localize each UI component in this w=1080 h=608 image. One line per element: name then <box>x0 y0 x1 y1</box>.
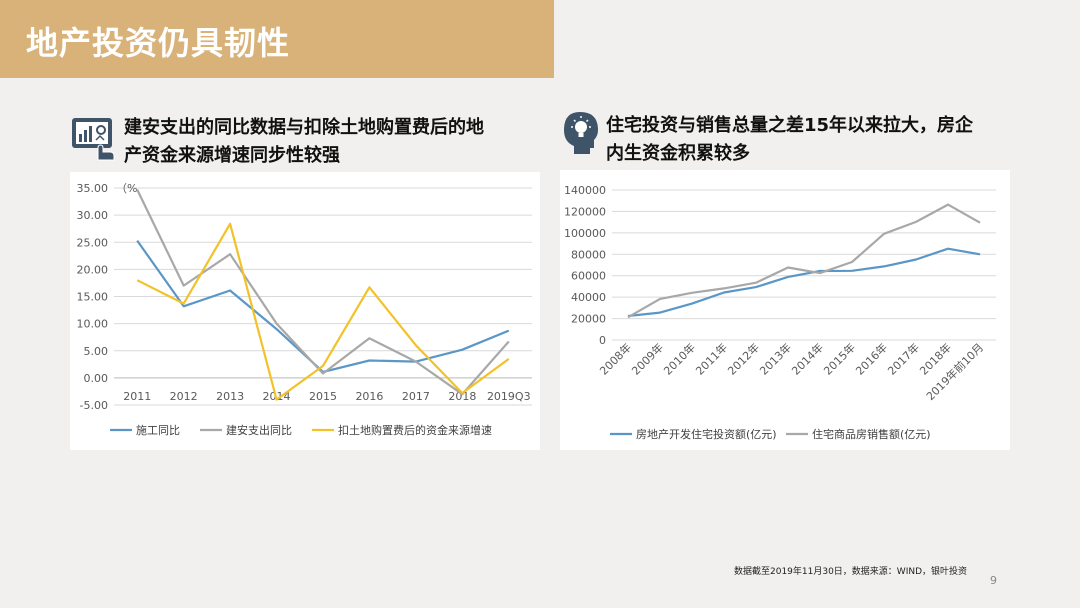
series-line-1 <box>627 247 981 318</box>
y-tick-label: 10.00 <box>77 318 109 331</box>
x-tick-label: 2012年 <box>725 340 762 377</box>
legend-label-1: 房地产开发住宅投资额(亿元) <box>636 427 777 441</box>
data-source-footnote: 数据截至2019年11月30日，数据来源：WIND，银叶投资 <box>734 567 968 577</box>
x-tick-label: 2017 <box>402 390 430 403</box>
slide-title: 地产投资仍具韧性 <box>26 24 291 62</box>
left-heading-line2: 产资金来源增速同步性较强 <box>124 145 340 166</box>
y-tick-label: 80000 <box>571 248 606 261</box>
x-tick-label: 2012 <box>170 390 198 403</box>
dashboard-touch-icon <box>72 118 115 161</box>
series-line-2 <box>136 189 510 396</box>
y-tick-label: 100000 <box>564 227 606 240</box>
construction-growth-chart: 35.00 30.00 25.00 20.00 15.00 10.00 5.00 0.00 -5… <box>77 182 532 437</box>
title-bar: 地产投资仍具韧性 <box>0 0 554 78</box>
y-tick-label: 35.00 <box>77 182 109 195</box>
x-tick-label: 2009年 <box>629 340 666 377</box>
y-tick-label: 30.00 <box>77 209 109 222</box>
legend-label-3: 扣土地购置费后的资金来源增速 <box>338 423 492 437</box>
series-line-1 <box>136 239 510 373</box>
right-heading-line1: 住宅投资与销售总量之差15年以来拉大，房企 <box>606 115 974 136</box>
legend-label-2: 住宅商品房销售额(亿元) <box>812 427 931 441</box>
y-tick-label: 20.00 <box>77 263 109 276</box>
legend-label-2: 建安支出同比 <box>226 423 292 437</box>
left-chart-panel: 35.00 30.00 25.00 20.00 15.00 10.00 5.00 0.00 -5… <box>70 172 540 450</box>
page-number: 9 <box>990 574 997 587</box>
y-tick-label: 140000 <box>564 184 606 197</box>
x-tick-label: 2015 <box>309 390 337 403</box>
right-section-heading: 住宅投资与销售总量之差15年以来拉大，房企 内生资金积累较多 <box>606 112 1046 168</box>
x-tick-label: 2014年 <box>789 340 826 377</box>
y-tick-label: 5.00 <box>84 345 109 358</box>
right-chart-panel: 140000 120000 100000 80000 60000 40000 20000 0 2… <box>560 170 1010 450</box>
x-tick-label: 2011 <box>123 390 151 403</box>
housing-investment-sales-chart: 140000 120000 100000 80000 60000 40000 20000 0 2… <box>564 184 996 441</box>
series-line-2 <box>627 203 981 319</box>
y-tick-label: 60000 <box>571 270 606 283</box>
x-tick-label: 2013 <box>216 390 244 403</box>
left-heading-line1: 建安支出的同比数据与扣除土地购置费后的地 <box>124 117 484 138</box>
right-heading-line2: 内生资金积累较多 <box>606 143 750 164</box>
legend-label-1: 施工同比 <box>136 424 180 437</box>
y-tick-label: 0.00 <box>84 372 109 385</box>
x-tick-label: 2019Q3 <box>487 390 531 403</box>
x-tick-label: 2016 <box>355 390 383 403</box>
x-tick-label: 2010年 <box>661 340 698 377</box>
y-tick-label: 0 <box>599 334 606 347</box>
y-tick-label: 25.00 <box>77 236 109 249</box>
x-tick-label: 2018 <box>448 390 476 403</box>
left-section-heading: 建安支出的同比数据与扣除土地购置费后的地 产资金来源增速同步性较强 <box>124 114 544 170</box>
x-tick-label: 2016年 <box>853 340 890 377</box>
series-line-3 <box>136 222 510 401</box>
y-tick-label: -5.00 <box>80 399 108 412</box>
x-tick-label: 2015年 <box>821 340 858 377</box>
y-tick-label: 120000 <box>564 205 606 218</box>
head-lightbulb-icon <box>564 112 598 154</box>
x-tick-label: 2017年 <box>885 340 922 377</box>
x-tick-label: 2013年 <box>757 340 794 377</box>
y-tick-label: 40000 <box>571 291 606 304</box>
y-tick-label: 15.00 <box>77 291 109 304</box>
unit-label: （% <box>116 182 137 195</box>
x-tick-label: 2011年 <box>693 340 730 377</box>
y-tick-label: 20000 <box>571 313 606 326</box>
x-tick-label: 2019年前10月 <box>923 340 986 403</box>
